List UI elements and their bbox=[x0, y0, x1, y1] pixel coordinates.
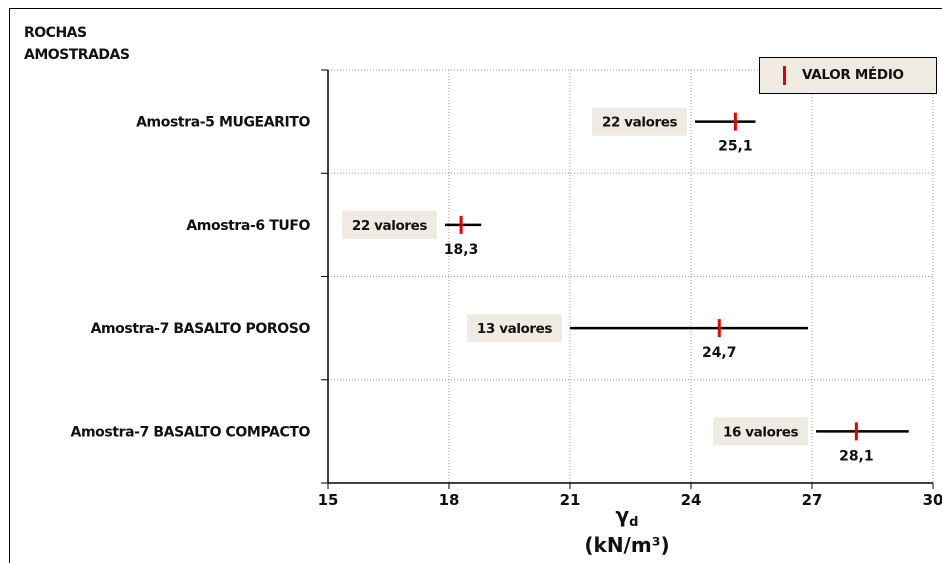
axes bbox=[321, 69, 934, 489]
x-tick-labels: 15 18 21 24 27 30 bbox=[318, 491, 942, 509]
count-label-box bbox=[467, 314, 562, 343]
data-marks: 25,1 22 valores 18,3 22 valores 24,7 13 valor… bbox=[341, 107, 909, 464]
x-tick-label: 21 bbox=[560, 491, 581, 509]
x-tick-label: 24 bbox=[681, 491, 702, 509]
x-axis-label: γd bbox=[616, 503, 639, 530]
count-label: 16 valores bbox=[723, 424, 799, 440]
category-label: Amostra-6 TUFO bbox=[186, 218, 310, 234]
x-tick-label: 27 bbox=[802, 491, 823, 509]
count-label-box bbox=[713, 417, 809, 446]
category-label: Amostra-5 MUGEARITO bbox=[136, 115, 310, 131]
legend: VALOR MÉDIO bbox=[759, 57, 937, 94]
y-axis-title-line-2: AMOSTRADAS bbox=[24, 47, 130, 63]
count-label: 13 valores bbox=[477, 321, 553, 337]
x-axis-label-subscript: d bbox=[629, 515, 638, 530]
category-label: Amostra-7 BASALTO COMPACTO bbox=[71, 424, 311, 440]
x-tick-label: 18 bbox=[439, 491, 460, 509]
mean-value-label: 18,3 bbox=[444, 242, 479, 258]
count-label: 22 valores bbox=[602, 115, 678, 131]
x-axis-unit: (kN/m³) bbox=[584, 533, 669, 557]
legend-label: VALOR MÉDIO bbox=[802, 67, 904, 83]
mean-value-label: 25,1 bbox=[718, 139, 753, 155]
count-label-box bbox=[341, 210, 437, 239]
legend-mean-marker bbox=[783, 66, 786, 85]
y-axis-title: ROCHAS AMOSTRADAS bbox=[24, 22, 130, 66]
x-tick-label: 30 bbox=[923, 491, 942, 509]
count-label-box bbox=[592, 107, 688, 136]
count-label: 22 valores bbox=[352, 218, 428, 234]
y-axis-title-line-1: ROCHAS bbox=[24, 25, 87, 41]
chart-frame bbox=[9, 8, 942, 563]
category-labels: Amostra-5 MUGEARITO Amostra-6 TUFO Amostra… bbox=[71, 115, 311, 441]
mean-value-label: 28,1 bbox=[839, 448, 874, 464]
x-tick-label: 15 bbox=[318, 491, 339, 509]
x-axis-label-symbol: γ bbox=[616, 503, 630, 527]
mean-value-label: 24,7 bbox=[702, 345, 737, 361]
category-label: Amostra-7 BASALTO POROSO bbox=[91, 321, 311, 337]
